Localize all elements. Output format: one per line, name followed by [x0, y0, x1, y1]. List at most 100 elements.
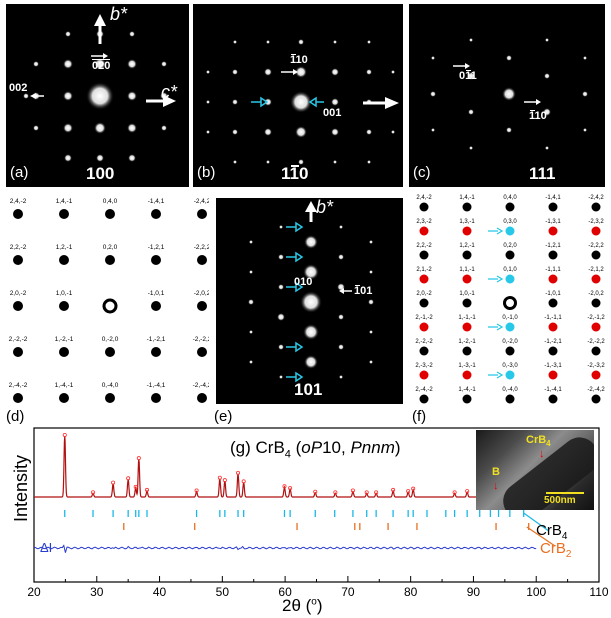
chart-title-close: ): [394, 438, 401, 457]
sim-d-spot: [105, 209, 115, 219]
saed-pattern-a: [23, 14, 176, 162]
sim-f-spot: [462, 250, 472, 260]
sim-f-spot: [505, 202, 515, 212]
sim-f-cyan-arrow: [488, 371, 504, 379]
axis-label-bstar-e: b*: [316, 198, 334, 217]
inset-arrow-crb4: ↓: [539, 448, 545, 460]
xrd-chart: 20 30 40 50 60 70 80 90 100 110: [27, 427, 609, 599]
sim-d-index-label: -2,-4,2: [193, 382, 209, 389]
sim-f-index-label: 0,-2,0: [502, 339, 518, 345]
sim-d-spot: [197, 255, 207, 265]
sim-d-spot: [59, 209, 69, 219]
sim-f-index-label: 2,0,-2: [416, 291, 432, 297]
saed-panel-e: b* 010 101 101: [216, 198, 403, 404]
sim-f-spot: [548, 322, 558, 332]
sim-f-spot: [591, 274, 601, 284]
legend-crb4-sub: 4: [561, 531, 568, 542]
observed-point: [374, 490, 379, 495]
sim-f-spot: [419, 394, 429, 404]
spot-label-011-c: 011: [459, 70, 477, 82]
sim-f-spot: [548, 250, 558, 260]
observed-point: [452, 490, 457, 495]
sim-f-index-label: 1,1,-1: [459, 267, 475, 273]
x-tick-label: 80: [404, 585, 418, 599]
sim-f-spot: [548, 370, 558, 380]
sim-f-index-label: 2,2,-2: [416, 243, 432, 249]
chart-title-sub: 4: [284, 448, 291, 461]
panel-letter-e: (e): [214, 408, 233, 425]
sim-f-spot: [591, 394, 601, 404]
sim-f-index-label: 1,0,-1: [459, 291, 475, 297]
sim-d-index-label: 0,4,0: [103, 198, 118, 205]
sim-d-index-label: 1,-4,-1: [55, 382, 74, 389]
sim-d-index-label: -1,-4,1: [147, 382, 166, 389]
sim-f-spot: [462, 202, 472, 212]
sim-f-index-label: 1,3,-1: [459, 219, 475, 225]
observed-point: [194, 488, 199, 493]
sim-f-index-label: -1,4,1: [545, 195, 561, 201]
sim-d-spot: [13, 301, 23, 311]
simulated-pattern-d: 2,4,-2 1,4,-1 0,4,0 -1,4,1 -2,4,2 2,2,-2 1,2,-…: [9, 198, 209, 403]
legend-arrow-crb4: [523, 512, 550, 532]
sim-f-index-label: 2,1,-2: [416, 267, 432, 273]
sim-f-index-label: -1,2,1: [545, 243, 561, 249]
sim-f-spot: [419, 274, 429, 284]
x-axis-label-text: 2θ (: [282, 596, 312, 615]
pearson-symbol: oP: [301, 438, 323, 457]
observed-point: [406, 489, 411, 494]
overbar-011-c: [466, 70, 471, 71]
saed-panel-b: 110 001 (b) 110: [193, 4, 403, 187]
sim-d-index-label: -1,0,1: [148, 290, 165, 297]
sim-f-index-label: 0,4,0: [503, 195, 517, 201]
x-axis-label-close: ): [316, 596, 323, 615]
chart-title-paren: (: [290, 438, 302, 457]
sim-f-spot: [591, 370, 601, 380]
sim-f-spot: [419, 226, 429, 236]
overbar-110-c: [530, 110, 535, 111]
sim-f-index-label: -1,-2,1: [544, 339, 562, 345]
sim-f-index-label: 1,-1,-1: [458, 315, 476, 321]
x-tick-label: 100: [526, 585, 546, 599]
sim-d-spot: [105, 347, 115, 357]
sim-f-spot: [419, 370, 429, 380]
panel-letter-f: (f): [412, 408, 427, 425]
x-tick-label: 40: [153, 585, 167, 599]
panel-letter-d: (d): [6, 408, 25, 425]
panel-letter-b: (b): [197, 164, 216, 181]
saed-pattern-b: [206, 39, 399, 165]
sim-f-spot: [462, 274, 472, 284]
observed-point: [465, 489, 470, 494]
sim-f-index-label: -1,-1,1: [544, 315, 562, 321]
chart-title: (g) CrB4 (oP10, Pnnm): [230, 438, 401, 460]
spot-label-010-e: 010: [294, 276, 313, 288]
sim-f-cyan-arrow: [488, 275, 504, 283]
sim-d-spot: [197, 393, 207, 403]
sim-f-index-label: 2,4,-2: [416, 195, 432, 201]
sim-f-index-label: 2,-4,-2: [415, 387, 433, 393]
legend-crb2: CrB2: [540, 540, 571, 560]
spot-label-020: 020: [92, 59, 111, 72]
sim-f-spot: [505, 322, 515, 332]
sim-d-index-label: -2,2,2: [194, 244, 209, 251]
sim-f-index-label: -1,-3,1: [544, 363, 562, 369]
sim-f-index-label: 0,-3,0: [502, 363, 518, 369]
overbar-b: [291, 54, 296, 55]
x-tick-label: 70: [341, 585, 355, 599]
x-tick-label: 110: [589, 585, 608, 599]
sim-f-index-label: 1,-3,-1: [458, 363, 476, 369]
sim-d-spot: [59, 301, 69, 311]
inset-scale-label: 500nm: [544, 495, 576, 506]
sim-d-spot: [59, 347, 69, 357]
sim-d-spot: [151, 255, 161, 265]
sim-d-index-label: -1,2,1: [148, 244, 165, 251]
saed-panel-a: b* c* 020 002 (a) 100: [6, 4, 189, 187]
chart-title-text: (g) CrB: [230, 438, 285, 457]
observed-point: [222, 478, 227, 483]
sim-d-index-label: 2,2,-2: [10, 244, 27, 251]
sim-f-index-label: -2,4,2: [588, 195, 604, 201]
sim-f-spot: [591, 346, 601, 356]
axis-label-bstar-a: b*: [110, 4, 128, 24]
sim-d-index-label: 2,0,-2: [10, 290, 27, 297]
spot-label-001-b: 001: [323, 107, 342, 119]
sim-f-spot: [548, 298, 558, 308]
